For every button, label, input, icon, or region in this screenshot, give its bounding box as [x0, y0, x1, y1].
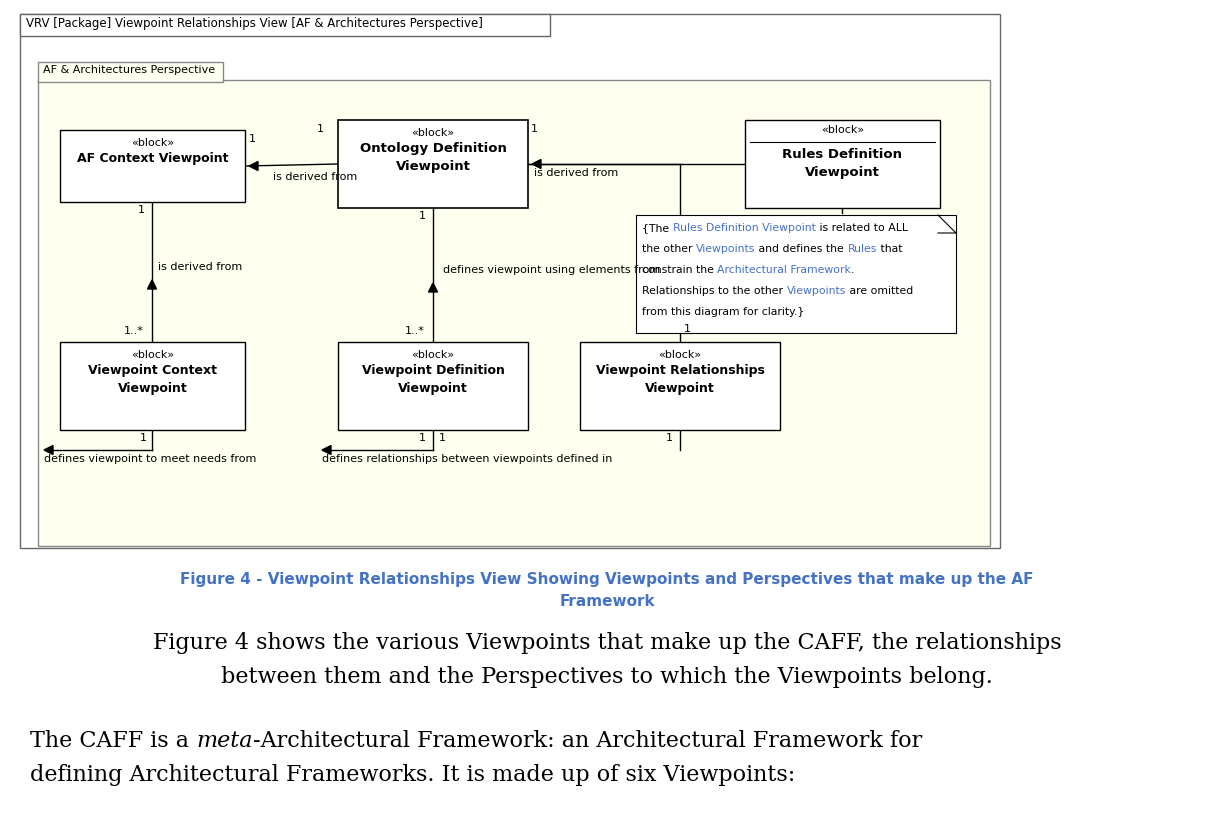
Text: Viewpoint: Viewpoint: [396, 160, 470, 173]
Text: that: that: [877, 244, 903, 254]
Text: the other: the other: [642, 244, 696, 254]
Bar: [338, 342, 529, 430]
Text: .: .: [852, 265, 854, 275]
Text: Viewpoint Context: Viewpoint Context: [87, 364, 217, 377]
Text: defining Architectural Frameworks. It is made up of six Viewpoints:: defining Architectural Frameworks. It is…: [30, 764, 796, 786]
Polygon shape: [532, 159, 541, 168]
Text: 1: 1: [439, 433, 446, 443]
Text: Viewpoint: Viewpoint: [806, 166, 880, 179]
Text: VRV [Package] Viewpoint Relationships View [AF & Architectures Perspective]: VRV [Package] Viewpoint Relationships Vi…: [26, 17, 482, 30]
Bar: [338, 120, 529, 208]
Text: constrain the: constrain the: [642, 265, 717, 275]
Polygon shape: [249, 162, 258, 170]
Text: Rules Definition: Rules Definition: [782, 148, 903, 161]
Text: «block»: «block»: [131, 350, 174, 360]
Text: Rules: Rules: [848, 244, 877, 254]
Text: defines viewpoint to meet needs from: defines viewpoint to meet needs from: [44, 454, 256, 464]
Text: Rules Definition Viewpoint: Rules Definition Viewpoint: [673, 223, 815, 233]
Text: AF Context Viewpoint: AF Context Viewpoint: [77, 152, 228, 165]
Text: Architectural Framework: Architectural Framework: [717, 265, 852, 275]
Bar: [745, 120, 940, 208]
Text: defines viewpoint using elements from: defines viewpoint using elements from: [443, 265, 660, 275]
Text: 1..*: 1..*: [124, 326, 143, 336]
Bar: [38, 62, 224, 82]
Text: 1: 1: [140, 433, 147, 443]
Text: is derived from: is derived from: [535, 168, 618, 178]
Bar: [580, 342, 780, 430]
Text: «block»: «block»: [412, 350, 454, 360]
Text: «block»: «block»: [412, 128, 454, 138]
Text: Figure 4 shows the various Viewpoints that make up the CAFF, the relationships: Figure 4 shows the various Viewpoints th…: [153, 632, 1062, 654]
Text: Ontology Definition: Ontology Definition: [360, 142, 507, 155]
Text: -Architectural Framework: an Architectural Framework for: -Architectural Framework: an Architectur…: [253, 730, 922, 752]
Text: 1: 1: [249, 134, 256, 144]
Text: The CAFF is a: The CAFF is a: [30, 730, 196, 752]
Text: 1..*: 1..*: [405, 326, 425, 336]
Text: Viewpoint: Viewpoint: [645, 382, 714, 395]
Text: 1: 1: [666, 433, 673, 443]
Text: «block»: «block»: [821, 125, 864, 135]
Text: Viewpoint: Viewpoint: [118, 382, 187, 395]
Text: 1: 1: [419, 433, 426, 443]
Text: is derived from: is derived from: [158, 262, 242, 272]
Text: Figure 4 - Viewpoint Relationships View Showing Viewpoints and Perspectives that: Figure 4 - Viewpoint Relationships View …: [180, 572, 1034, 587]
Text: {The: {The: [642, 223, 673, 233]
Text: is derived from: is derived from: [273, 172, 357, 182]
Text: from this diagram for clarity.}: from this diagram for clarity.}: [642, 307, 804, 317]
Text: and defines the: and defines the: [756, 244, 848, 254]
Bar: [60, 342, 245, 430]
Text: is related to ALL: is related to ALL: [815, 223, 908, 233]
Text: 1: 1: [139, 205, 145, 215]
Text: Viewpoints: Viewpoints: [696, 244, 756, 254]
Text: Relationships to the other: Relationships to the other: [642, 286, 786, 296]
Text: «block»: «block»: [659, 350, 701, 360]
Text: Viewpoint: Viewpoint: [399, 382, 468, 395]
Bar: [19, 14, 1000, 548]
Polygon shape: [147, 280, 157, 289]
Polygon shape: [429, 283, 437, 292]
Polygon shape: [322, 446, 330, 454]
Text: 1: 1: [684, 324, 691, 334]
Text: Viewpoint Definition: Viewpoint Definition: [362, 364, 504, 377]
Text: meta: meta: [196, 730, 253, 752]
Bar: [19, 14, 550, 36]
Bar: [60, 130, 245, 202]
Polygon shape: [44, 446, 53, 454]
Text: «block»: «block»: [131, 138, 174, 148]
Bar: [38, 80, 990, 546]
Text: 1: 1: [531, 124, 538, 134]
Text: Viewpoints: Viewpoints: [786, 286, 846, 296]
Bar: [635, 215, 956, 333]
Text: defines relationships between viewpoints defined in: defines relationships between viewpoints…: [322, 454, 612, 464]
Text: AF & Architectures Perspective: AF & Architectures Perspective: [43, 65, 215, 75]
Text: 1: 1: [317, 124, 324, 134]
Text: between them and the Perspectives to which the Viewpoints belong.: between them and the Perspectives to whi…: [221, 666, 993, 688]
Text: Framework: Framework: [559, 594, 655, 609]
Text: Viewpoint Relationships: Viewpoint Relationships: [595, 364, 764, 377]
Text: are omitted: are omitted: [846, 286, 914, 296]
Text: 1: 1: [419, 211, 426, 221]
